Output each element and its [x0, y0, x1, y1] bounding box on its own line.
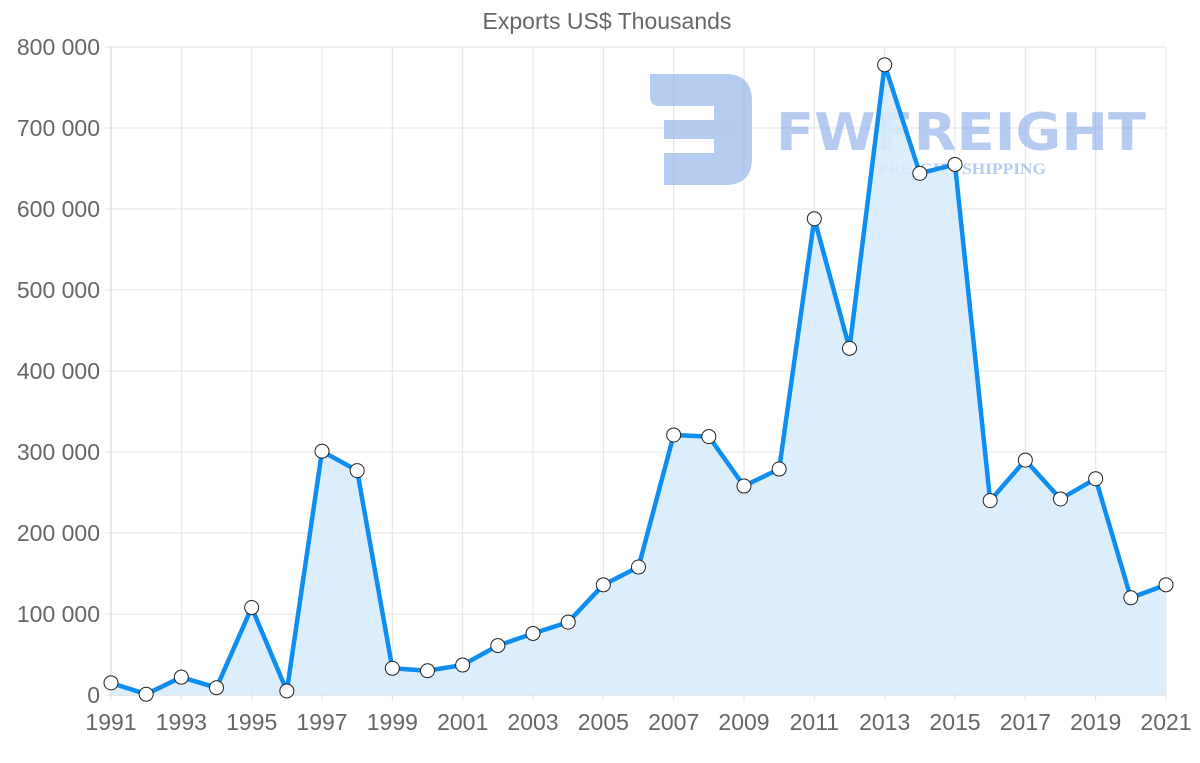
x-tick-label: 2005	[578, 709, 629, 735]
x-axis: 1991 1993 1995 1997 1999 2001 2003 2005 2007 2009…	[85, 709, 1191, 735]
x-tick-label: 2017	[1000, 709, 1051, 735]
chart-title: Exports US$ Thousands	[482, 8, 732, 34]
data-point-2021[interactable]	[1158, 577, 1174, 593]
x-tick-label: 2019	[1070, 709, 1121, 735]
x-tick-label: 2003	[507, 709, 558, 735]
watermark-logo: FWFREIGHT FREIGHT SHIPPING	[650, 74, 1147, 185]
data-point-2010[interactable]	[771, 461, 787, 477]
data-point-1994[interactable]	[209, 680, 224, 696]
x-tick-label: 2013	[859, 709, 910, 735]
watermark-brand: FWFREIGHT	[776, 103, 1147, 163]
y-tick-label: 0	[87, 682, 100, 708]
fwfreight-logo-icon	[650, 74, 752, 185]
data-point-2015[interactable]	[947, 156, 963, 172]
data-point-2005[interactable]	[595, 577, 611, 593]
data-point-2008[interactable]	[701, 429, 717, 445]
data-point-2000[interactable]	[420, 663, 435, 679]
x-tick-label: 2015	[929, 709, 980, 735]
data-point-2014[interactable]	[912, 165, 928, 181]
data-point-1995[interactable]	[244, 600, 260, 616]
data-point-2003[interactable]	[525, 625, 541, 641]
data-points	[103, 57, 1174, 702]
data-point-2009[interactable]	[736, 478, 752, 494]
data-point-2019[interactable]	[1088, 471, 1104, 487]
x-tick-label: 2009	[718, 709, 769, 735]
x-tick-label: 2011	[790, 709, 839, 735]
x-tick-label: 1997	[296, 709, 347, 735]
x-tick-label: 2007	[648, 709, 699, 735]
data-point-2016[interactable]	[982, 493, 998, 509]
x-tick-label: 1991	[85, 709, 136, 735]
data-point-1997[interactable]	[314, 443, 330, 459]
data-point-2011[interactable]	[806, 211, 822, 227]
x-tick-label: 1993	[156, 709, 207, 735]
y-tick-label: 200 000	[17, 520, 100, 546]
data-point-2018[interactable]	[1053, 491, 1068, 507]
data-point-2004[interactable]	[560, 614, 576, 630]
data-point-1991[interactable]	[103, 675, 119, 691]
y-tick-label: 300 000	[17, 439, 100, 465]
data-point-1998[interactable]	[349, 463, 365, 479]
data-point-2002[interactable]	[490, 638, 506, 654]
y-axis: 0 100 000 200 000 300 000 400 000 500 000 600 …	[17, 34, 100, 708]
y-tick-label: 100 000	[17, 601, 100, 627]
x-tick-label: 1995	[226, 709, 277, 735]
x-tick-label: 2001	[437, 709, 488, 735]
data-point-1999[interactable]	[384, 660, 400, 676]
x-tick-label: 1999	[367, 709, 418, 735]
data-point-2007[interactable]	[666, 427, 682, 443]
data-point-1992[interactable]	[138, 686, 154, 702]
y-tick-label: 700 000	[17, 115, 100, 141]
data-point-2013[interactable]	[877, 57, 893, 73]
x-tick-label: 2021	[1140, 709, 1191, 735]
data-point-2006[interactable]	[631, 559, 646, 575]
y-tick-label: 400 000	[17, 358, 100, 384]
data-point-1993[interactable]	[173, 669, 189, 685]
data-point-1996[interactable]	[279, 683, 295, 699]
data-point-2020[interactable]	[1123, 590, 1139, 606]
data-point-2017[interactable]	[1017, 452, 1033, 468]
y-tick-label: 800 000	[17, 34, 100, 60]
y-tick-label: 500 000	[17, 277, 100, 303]
data-point-2012[interactable]	[842, 340, 857, 356]
area-fill	[111, 64, 1166, 695]
y-tick-label: 600 000	[17, 196, 100, 222]
data-point-2001[interactable]	[455, 657, 471, 673]
